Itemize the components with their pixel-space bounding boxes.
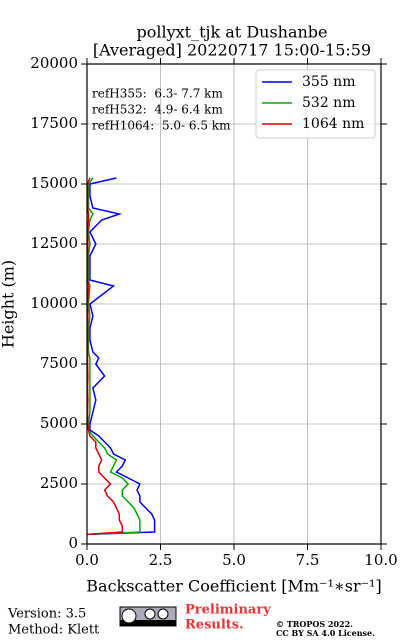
profile-line [86, 177, 156, 536]
x-tick-label: 10.0 [364, 551, 397, 569]
legend-label: 1064 nm [302, 116, 364, 132]
legend-box [255, 69, 376, 139]
x-tick-label: 2.5 [149, 551, 173, 569]
y-tick-label: 2500 [40, 474, 78, 492]
x-tick-label: 0.0 [75, 551, 99, 569]
annotation: refH355: 6.3- 7.7 km [92, 87, 223, 101]
y-tick-label: 20000 [30, 54, 78, 72]
plot-frame [86, 63, 382, 545]
profile-line [86, 177, 124, 536]
chart-title: pollyxt_tjk at Dushanbe [136, 23, 327, 42]
y-tick-label: 15000 [30, 174, 78, 192]
y-tick-label: 17500 [30, 114, 78, 132]
legend-label: 532 nm [302, 95, 355, 111]
license-badge [119, 606, 177, 627]
legend-label: 355 nm [302, 74, 355, 90]
y-tick-label: 7500 [40, 354, 78, 372]
copyright: CC BY SA 4.0 License. [276, 628, 375, 638]
y-tick-label: 5000 [40, 414, 78, 432]
y-tick-label: 0 [68, 534, 78, 552]
annotation: refH532: 4.9- 6.4 km [92, 103, 223, 117]
version: Version: 3.5 [7, 607, 86, 622]
y-tick-label: 10000 [30, 294, 78, 312]
y-axis-label: Height (m) [0, 260, 18, 348]
method: Method: Klett [8, 623, 100, 638]
y-tick-label: 12500 [30, 234, 78, 252]
chart-subtitle: [Averaged] 20220717 15:00-15:59 [93, 41, 371, 60]
preliminary: Results. [185, 618, 244, 633]
x-axis-label: Backscatter Coefficient [Mm⁻¹∗sr⁻¹] [86, 577, 381, 596]
x-tick-label: 5.0 [222, 551, 246, 569]
annotation: refH1064: 5.0- 6.5 km [92, 119, 231, 133]
preliminary: Preliminary [185, 603, 271, 618]
copyright: © TROPOS 2022. [276, 619, 353, 629]
profile-line [86, 177, 141, 536]
x-tick-label: 7.5 [296, 551, 320, 569]
